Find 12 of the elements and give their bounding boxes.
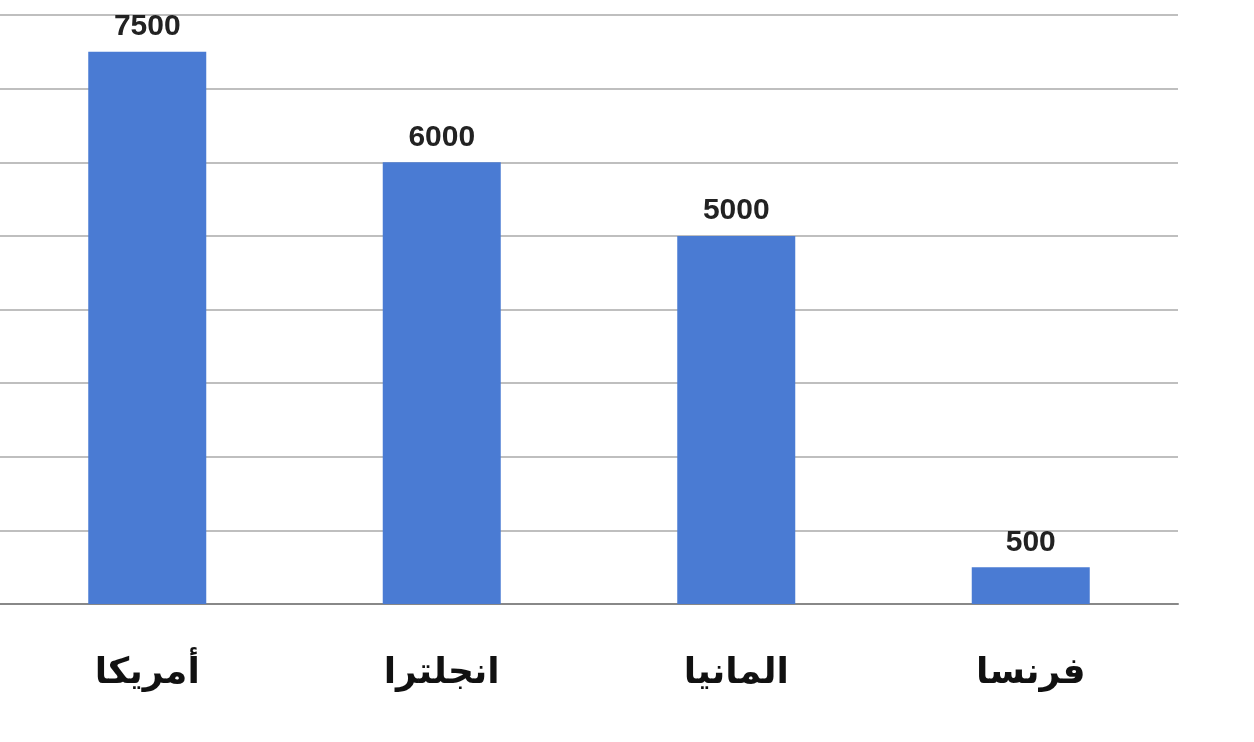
data-label: 6000 [408, 118, 476, 152]
bar [677, 235, 796, 604]
bar [382, 162, 501, 604]
x-tick-label: انجلترا [383, 649, 500, 692]
data-label: 5000 [702, 192, 770, 226]
x-tick-label: أمريكا [94, 646, 200, 692]
x-tick-label: المانيا [683, 649, 789, 691]
bar [88, 51, 207, 604]
x-tick-label: فرنسا [975, 649, 1086, 692]
bar [971, 567, 1090, 604]
data-label: 500 [1005, 523, 1056, 557]
data-label: 7500 [113, 8, 181, 42]
